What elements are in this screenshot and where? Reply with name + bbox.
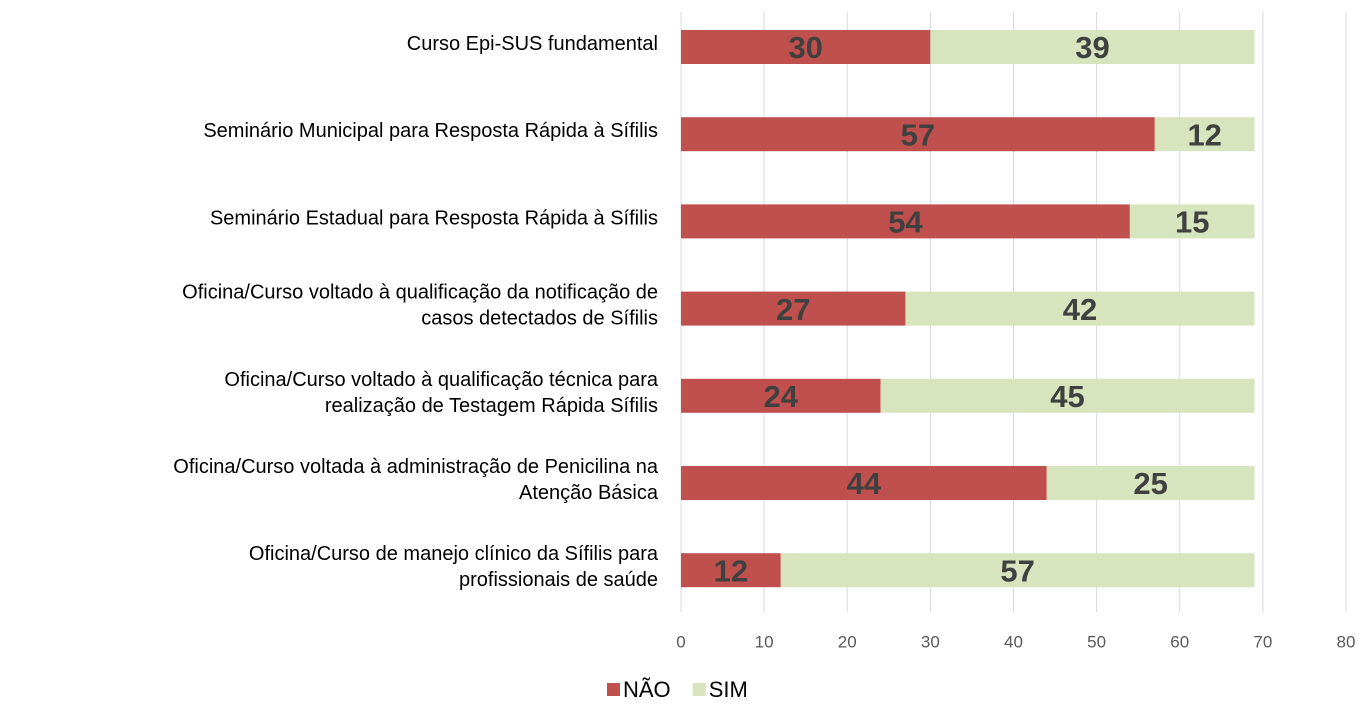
x-tick-label: 80 [1337,632,1356,651]
category-label: Oficina/Curso voltado à qualificação da … [182,282,658,330]
legend-swatch [692,683,706,696]
value-label: 44 [847,466,882,501]
x-tick-label: 60 [1170,632,1189,651]
x-tick-label: 30 [921,632,940,651]
x-tick-label: 0 [676,632,685,651]
category-label: Seminário Estadual para Resposta Rápida … [210,208,658,230]
category-label: Seminário Municipal para Resposta Rápida… [203,120,658,142]
value-label: 15 [1175,205,1209,240]
bar-segment [681,30,931,64]
category-label: Oficina/Curso de manejo clínico da Sífil… [249,543,659,591]
x-tick-label: 10 [755,632,774,651]
value-label: 57 [1000,553,1034,588]
value-label: 54 [888,205,923,240]
bar-segment [681,117,1155,152]
bar-segment [681,378,881,413]
bar-segment [905,291,1255,326]
value-label: 39 [1075,30,1109,65]
bar-segment [681,553,781,588]
bar-segment [1154,117,1255,152]
value-label: 27 [776,292,810,327]
category-label: Oficina/Curso voltada à administração de… [173,456,659,504]
bar-segment [681,204,1130,239]
category-label: Curso Epi-SUS fundamental [407,33,658,55]
category-label: Oficina/Curso voltado à qualificação téc… [224,369,658,417]
bar-segment [880,378,1255,413]
bar-segment [1046,466,1255,500]
legend-swatch [607,683,620,696]
x-tick-label: 50 [1087,632,1106,651]
x-tick-label: 20 [838,632,857,651]
x-tick-label: 70 [1253,632,1272,651]
x-tick-label: 40 [1004,632,1023,651]
value-label: 45 [1050,379,1084,414]
bar-segment [1129,204,1255,239]
value-label: 12 [714,553,748,588]
value-label: 30 [788,30,822,65]
value-label: 24 [764,379,799,414]
bar-segment [780,553,1255,588]
value-label: 42 [1063,292,1097,327]
value-label: 25 [1133,466,1167,501]
legend-label: NÃO [623,677,671,702]
bar-segment [681,466,1047,500]
bar-segment [930,30,1255,64]
value-label: 57 [901,117,935,152]
legend-label: SIM [709,677,748,702]
bar-segment [681,291,906,326]
value-label: 12 [1187,117,1221,152]
